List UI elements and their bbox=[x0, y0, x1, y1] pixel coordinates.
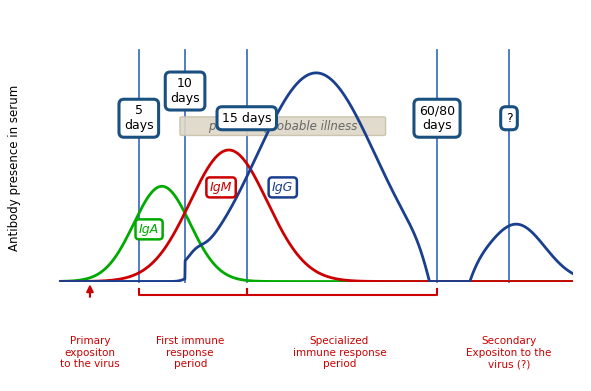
Text: First immune
response
period: First immune response period bbox=[156, 336, 225, 369]
Text: IgA: IgA bbox=[139, 223, 159, 236]
Text: IgM: IgM bbox=[210, 181, 232, 194]
Text: Secondary
Expositon to the
virus (?): Secondary Expositon to the virus (?) bbox=[466, 336, 551, 369]
Text: 10
days: 10 days bbox=[170, 77, 200, 105]
Text: 15 days: 15 days bbox=[222, 112, 271, 125]
Text: Antibody presence in serum: Antibody presence in serum bbox=[8, 85, 21, 251]
Text: 60/80
days: 60/80 days bbox=[419, 104, 455, 132]
Text: IgG: IgG bbox=[272, 181, 293, 194]
FancyBboxPatch shape bbox=[180, 117, 385, 135]
Text: 5
days: 5 days bbox=[124, 104, 154, 132]
Text: period of probable illness: period of probable illness bbox=[208, 120, 358, 133]
Text: Specialized
immune response
period: Specialized immune response period bbox=[293, 336, 386, 369]
Text: ?: ? bbox=[506, 112, 512, 125]
Text: Primary
expositon
to the virus: Primary expositon to the virus bbox=[60, 336, 120, 369]
